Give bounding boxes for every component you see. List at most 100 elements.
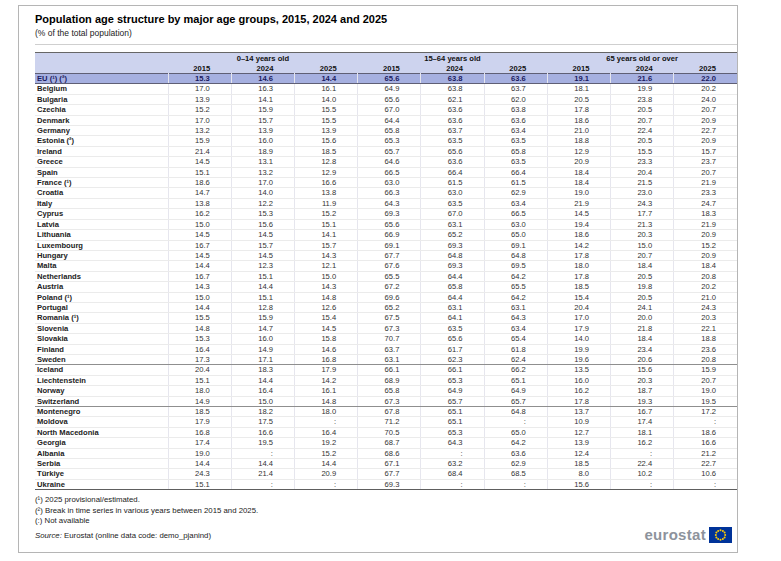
value-cell: 20.9 [674,230,737,240]
value-cell: 14.7 [231,323,294,333]
value-cell: 13.8 [294,188,357,198]
value-cell: 13.8 [168,198,231,208]
value-cell: 14.4 [168,459,231,469]
value-cell: 21.2 [674,448,737,458]
value-cell: 23.6 [674,344,737,354]
value-cell: 63.6 [484,74,547,84]
table-row: Estonia (²)15.916.015.665.363.563.518.82… [35,136,737,146]
value-cell: 63.7 [358,344,421,354]
value-cell: 15.0 [294,271,357,281]
value-cell: 16.8 [168,427,231,437]
country-name-cell: Latvia [35,219,168,229]
value-cell: 23.7 [674,157,737,167]
table-row: Belgium17.016.316.164.963.863.718.119.92… [35,84,737,94]
value-cell: 20.7 [610,115,673,125]
value-cell: 68.4 [421,469,484,479]
value-cell: 18.8 [547,136,610,146]
value-cell: 69.3 [358,479,421,489]
value-cell: 23.3 [674,188,737,198]
value-cell: 16.7 [168,271,231,281]
value-cell: 17.9 [547,323,610,333]
value-cell: 65.8 [358,386,421,396]
value-cell: 14.1 [294,230,357,240]
value-cell: 67.2 [358,282,421,292]
table-row: Liechtenstein15.114.414.268.965.365.116.… [35,375,737,385]
value-cell: 64.3 [484,313,547,323]
value-cell: 13.9 [547,438,610,448]
table-row: Switzerland14.915.014.867.365.765.717.81… [35,396,737,406]
value-cell: 14.5 [231,230,294,240]
value-cell: 16.6 [294,178,357,188]
year-header: 2015 [168,64,231,74]
value-cell: 15.9 [168,136,231,146]
table-row: Albania19.0:15.268.6:63.612.4:21.2 [35,448,737,458]
table-row: Ukraine15.1::69.3::15.6:: [35,479,737,489]
country-name-cell: Portugal [35,302,168,312]
value-cell: 16.2 [547,386,610,396]
value-cell: 20.2 [674,282,737,292]
value-cell: 12.4 [547,448,610,458]
table-row: Malta14.412.312.167.669.369.518.018.418.… [35,261,737,271]
value-cell: 64.1 [421,313,484,323]
value-cell: 19.2 [294,438,357,448]
table-row: Türkiye24.321.420.967.768.468.58.010.210… [35,469,737,479]
value-cell: 67.8 [358,407,421,417]
value-cell: 13.9 [294,126,357,136]
table-row: North Macedonia16.816.616.470.565.365.01… [35,427,737,437]
value-cell: 15.1 [231,271,294,281]
value-cell: 18.6 [168,178,231,188]
value-cell: 19.8 [610,282,673,292]
value-cell: 17.8 [547,250,610,260]
table-row: Czechia15.215.915.567.063.663.817.820.52… [35,105,737,115]
value-cell: 24.3 [610,198,673,208]
value-cell: 65.3 [358,136,421,146]
value-cell: 67.0 [358,105,421,115]
table-row: Poland (¹)15.015.114.869.664.464.215.420… [35,292,737,302]
value-cell: 21.8 [610,323,673,333]
value-cell: 17.7 [610,209,673,219]
value-cell: 20.5 [610,271,673,281]
value-cell: 65.2 [358,302,421,312]
value-cell: 67.5 [358,313,421,323]
value-cell: 65.1 [484,375,547,385]
population-age-structure-table: 0–14 years old15–64 years old65 years ol… [35,52,737,490]
value-cell: 61.8 [484,344,547,354]
country-name-cell: EU (¹) (²) [35,74,168,84]
country-name-cell: Ireland [35,146,168,156]
value-cell: 18.1 [547,84,610,94]
value-cell: : [231,479,294,489]
value-cell: 14.2 [294,375,357,385]
value-cell: 17.3 [168,354,231,364]
value-cell: 65.6 [358,74,421,84]
country-name-cell: North Macedonia [35,427,168,437]
value-cell: 16.7 [610,407,673,417]
value-cell: 24.1 [610,302,673,312]
value-cell: 10.9 [547,417,610,427]
value-cell: 65.7 [358,146,421,156]
value-cell: 21.5 [610,178,673,188]
value-cell: 15.9 [231,105,294,115]
value-cell: 15.2 [294,448,357,458]
table-row: Georgia17.419.519.268.764.364.213.916.21… [35,438,737,448]
table-row: Lithuania14.514.514.166.965.265.018.620.… [35,230,737,240]
value-cell: 16.8 [294,354,357,364]
value-cell: 62.3 [421,354,484,364]
value-cell: 13.7 [547,407,610,417]
value-cell: 69.3 [421,261,484,271]
value-cell: 63.6 [484,115,547,125]
value-cell: 14.2 [547,240,610,250]
value-cell: 14.1 [231,94,294,104]
year-header: 2025 [294,64,357,74]
value-cell: 14.0 [294,94,357,104]
value-cell: 19.0 [547,188,610,198]
value-cell: 20.4 [168,365,231,375]
value-cell: 65.5 [358,271,421,281]
value-cell: 14.5 [168,250,231,260]
value-cell: 63.1 [421,219,484,229]
value-cell: 15.9 [231,313,294,323]
value-cell: 21.3 [610,219,673,229]
country-name-cell: Serbia [35,459,168,469]
value-cell: 15.0 [168,219,231,229]
year-header-row: 201520242025201520242025201520242025 [35,64,737,74]
value-cell: 12.9 [294,167,357,177]
